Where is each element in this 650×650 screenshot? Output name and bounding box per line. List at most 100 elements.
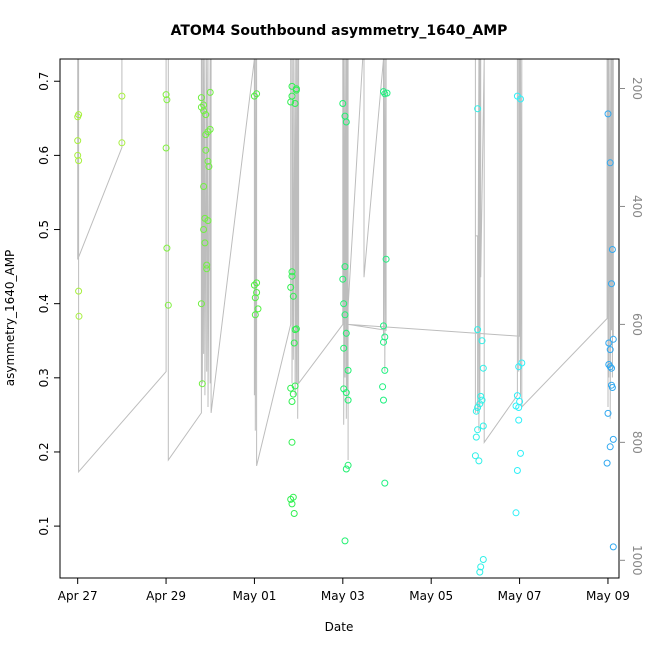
data-point: [382, 255, 390, 263]
data-point: [289, 493, 297, 501]
data-point: [289, 292, 297, 300]
data-point: [609, 435, 617, 443]
points-layer: [74, 82, 617, 576]
y2-axis: 200 400 600 800 1000: [619, 77, 644, 576]
data-point: [75, 157, 83, 165]
data-point: [517, 95, 524, 103]
data-point: [603, 459, 611, 467]
data-point: [292, 86, 300, 94]
data-point: [197, 103, 205, 111]
data-point: [608, 384, 616, 391]
data-point: [250, 281, 258, 289]
data-point: [75, 287, 83, 295]
data-point: [379, 383, 387, 391]
data-point: [471, 452, 479, 460]
data-point: [202, 146, 210, 154]
data-point: [609, 335, 617, 343]
data-point: [608, 364, 615, 372]
data-point: [477, 392, 485, 400]
data-point: [253, 289, 261, 296]
y-tick-label: 0.6: [37, 146, 51, 165]
data-point: [197, 94, 205, 102]
data-point: [202, 111, 210, 119]
data-point: [606, 443, 614, 451]
data-point: [474, 426, 482, 434]
x-tick-label: Apr 27: [58, 589, 98, 603]
data-point: [291, 100, 299, 107]
y-axis-label: asymmetry_1640_AMP: [3, 250, 17, 387]
y2-tick-label: 800: [630, 431, 644, 454]
data-point: [476, 568, 484, 576]
data-point: [203, 261, 211, 269]
data-point: [204, 157, 212, 165]
data-point: [288, 500, 296, 508]
data-point: [341, 311, 349, 319]
data-point: [204, 217, 212, 225]
data-point: [288, 398, 296, 405]
y2-tick-label: 1000: [630, 545, 644, 576]
data-point: [515, 363, 523, 371]
data-point: [340, 344, 348, 352]
y-tick-label: 0.1: [37, 517, 51, 536]
data-point: [200, 183, 208, 190]
data-point: [342, 329, 350, 337]
x-tick-label: May 09: [586, 589, 630, 603]
data-point: [474, 404, 482, 411]
data-point: [287, 98, 295, 106]
data-point: [606, 159, 614, 167]
data-point: [344, 461, 352, 469]
data-point: [288, 438, 296, 446]
data-point: [163, 96, 171, 104]
data-point: [198, 380, 206, 388]
data-point: [609, 543, 617, 551]
data-point: [339, 275, 347, 283]
x-tick-label: May 05: [409, 589, 453, 603]
y2-tick-label: 400: [630, 195, 644, 218]
data-point: [344, 396, 352, 404]
data-point: [74, 137, 82, 145]
data-point: [381, 90, 389, 98]
data-point: [164, 301, 172, 309]
data-point: [287, 384, 295, 392]
data-point: [515, 404, 523, 411]
data-point: [289, 390, 297, 398]
data-point: [604, 409, 612, 417]
x-axis: Apr 27 Apr 29 May 01 May 03 May 05 May 07 May …: [58, 578, 630, 603]
x-tick-label: Apr 29: [146, 589, 186, 603]
data-point: [604, 110, 612, 118]
y2-tick-label: 600: [630, 313, 644, 336]
chart-title: ATOM4 Southbound asymmetry_1640_AMP: [171, 23, 508, 39]
data-point: [476, 400, 484, 408]
y-tick-label: 0.3: [37, 368, 51, 387]
data-point: [200, 226, 208, 233]
data-point: [340, 300, 348, 308]
data-point: [478, 337, 486, 345]
data-point: [341, 263, 349, 271]
data-point: [344, 366, 352, 374]
data-point: [479, 422, 487, 430]
data-point: [290, 339, 298, 347]
data-point: [606, 346, 614, 354]
y-tick-label: 0.5: [37, 220, 51, 239]
data-point: [513, 467, 521, 474]
y-tick-label: 0.4: [37, 294, 51, 313]
data-point: [288, 272, 296, 280]
data-point: [254, 305, 262, 313]
data-point: [608, 280, 615, 288]
x-axis-label: Date: [325, 620, 354, 634]
data-point: [606, 363, 614, 371]
data-point: [380, 322, 387, 330]
data-point: [118, 139, 126, 147]
data-point: [163, 244, 171, 252]
data-point: [287, 283, 295, 291]
data-point: [75, 111, 83, 119]
data-point: [478, 396, 486, 404]
trace-layer: [77, 58, 614, 474]
data-point: [381, 479, 389, 487]
data-point: [479, 556, 487, 563]
data-point: [250, 92, 258, 100]
plot-frame: [59, 58, 620, 579]
data-point: [118, 92, 126, 100]
y-tick-label: 0.7: [37, 72, 51, 91]
